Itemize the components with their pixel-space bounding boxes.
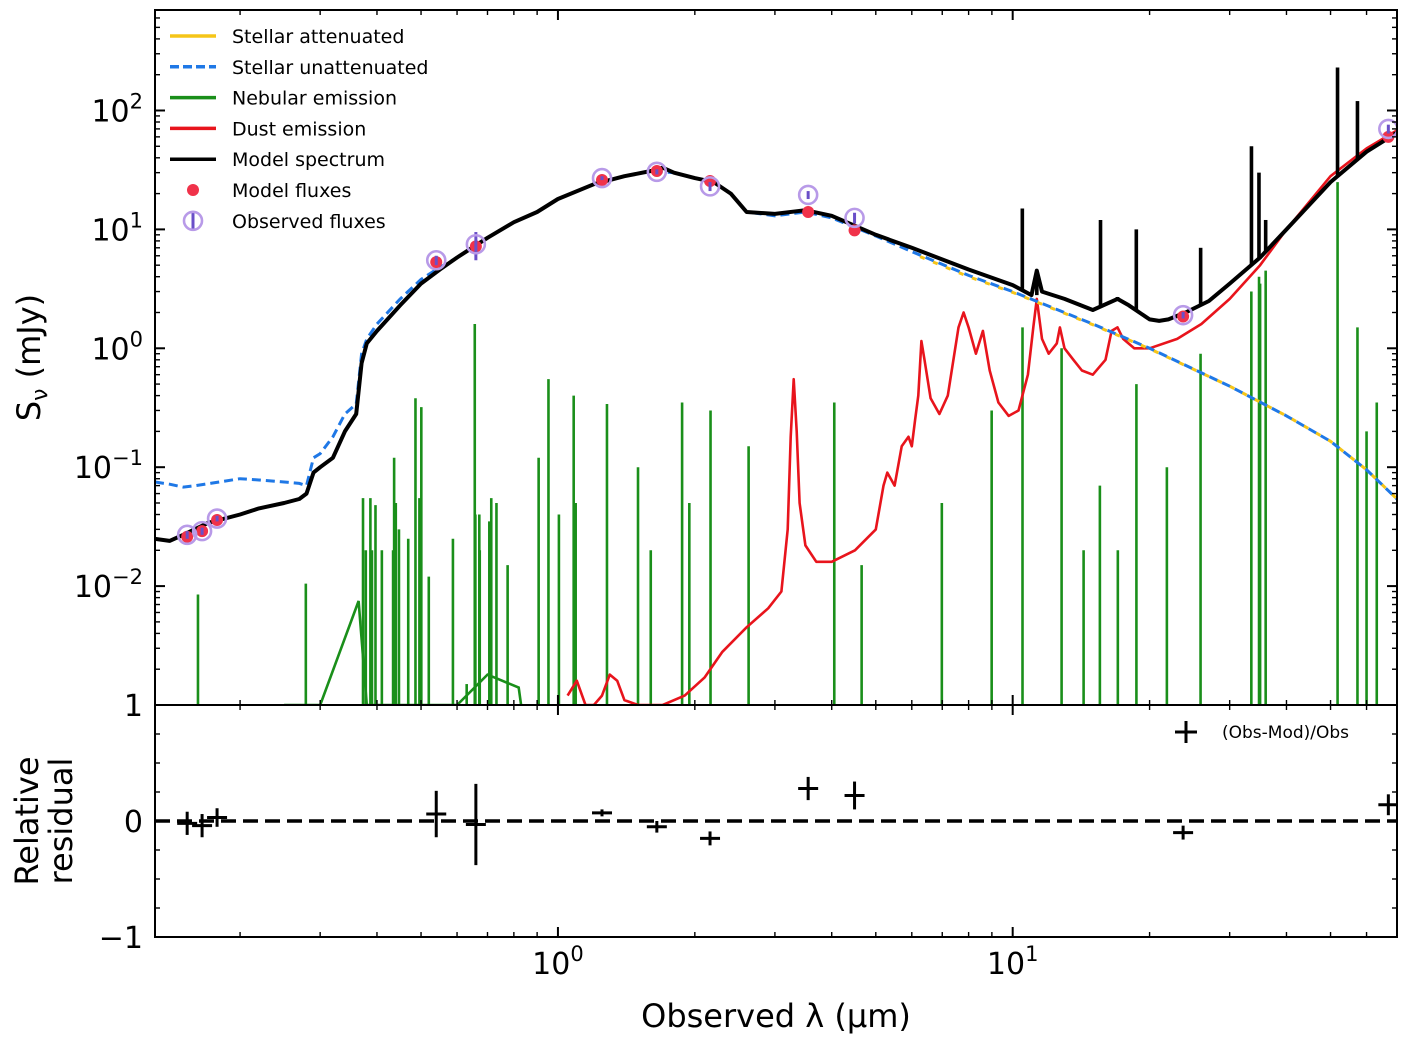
legend-entry-4: Model spectrum	[170, 149, 385, 171]
y-axis-label: Sν (mJy)	[10, 294, 53, 421]
legend-label-0: Stellar attenuated	[232, 26, 404, 48]
legend-label-5: Model fluxes	[232, 180, 351, 202]
residual-point-5	[592, 809, 613, 817]
model-flux-point-8	[802, 206, 815, 219]
y-tick-label-3: 101	[91, 208, 143, 248]
observed-flux-point-11	[1378, 118, 1397, 140]
residual-y-tick-label-2: 1	[124, 689, 143, 724]
legend-entry-1: Stellar unattenuated	[170, 57, 429, 79]
x-tick-label-0: 100	[532, 942, 584, 982]
sed-marker-layer	[176, 118, 1397, 546]
residual-y-tick-label-1: 0	[124, 805, 143, 840]
axes-layer: 100 101 10−2 10−1 100 101 102 −1 0 1 Observed λ (μ…	[8, 9, 1398, 1035]
observed-flux-point-1	[191, 520, 213, 542]
observed-flux-point-10	[1172, 304, 1194, 326]
residual-point-10	[1173, 825, 1194, 840]
residual-point-8	[798, 776, 819, 801]
legend: Stellar attenuated Stellar unattenuated Ne…	[170, 26, 1349, 743]
observed-flux-point-3	[425, 249, 447, 271]
observed-flux-point-9	[844, 207, 865, 229]
residual-legend-entry: (Obs-Mod)/Obs	[1175, 721, 1349, 743]
dust-emission-line	[566, 129, 1397, 705]
sed-panel-frame	[154, 9, 1398, 706]
legend-label-4: Model spectrum	[232, 149, 385, 171]
residual-y-tick-label-0: −1	[99, 921, 143, 956]
x-tick-label-1: 101	[987, 942, 1039, 982]
residual-point-11	[1378, 794, 1397, 816]
residual-legend-label: (Obs-Mod)/Obs	[1222, 723, 1349, 743]
legend-label-1: Stellar unattenuated	[232, 57, 429, 79]
residual-layer	[155, 776, 1397, 866]
observed-flux-point-2	[206, 508, 228, 529]
y-tick-label-1: 10−1	[74, 446, 143, 486]
residual-point-0	[177, 811, 198, 835]
observed-flux-point-0	[176, 524, 198, 546]
residual-point-3	[426, 790, 447, 838]
legend-entry-5: Model fluxes	[187, 180, 351, 202]
model-spectrum-line	[155, 131, 1397, 543]
observed-flux-point-6	[646, 161, 668, 183]
residual-point-1	[192, 814, 213, 838]
legend-entry-0: Stellar attenuated	[170, 26, 404, 48]
observed-flux-point-5	[591, 167, 613, 189]
residual-point-2	[207, 808, 228, 827]
sed-series-layer	[155, 67, 1397, 705]
residual-point-9	[844, 781, 865, 810]
observed-flux-point-8	[797, 184, 819, 206]
legend-entry-2: Nebular emission	[170, 88, 397, 110]
legend-label-2: Nebular emission	[232, 88, 397, 110]
legend-label-6: Observed fluxes	[232, 211, 386, 233]
residual-y-axis-label-line1: Relative	[8, 756, 46, 885]
residual-point-4	[465, 783, 486, 866]
nebular-continuum-line	[284, 600, 523, 705]
x-axis-label: Observed λ (μm)	[641, 997, 911, 1035]
residual-point-6	[646, 821, 667, 833]
y-tick-label-4: 102	[91, 89, 143, 129]
y-tick-label-0: 10−2	[74, 565, 143, 605]
observed-flux-point-7	[699, 176, 721, 197]
stellar-attenuated-line	[911, 251, 1397, 501]
observed-flux-point-4	[465, 232, 487, 261]
legend-entry-6: Observed fluxes	[182, 210, 386, 233]
residual-point-7	[700, 831, 721, 846]
residual-y-axis-label-line2: residual	[42, 758, 80, 885]
legend-label-3: Dust emission	[232, 118, 366, 140]
y-tick-label-2: 100	[91, 327, 143, 367]
legend-entry-3: Dust emission	[170, 118, 366, 140]
